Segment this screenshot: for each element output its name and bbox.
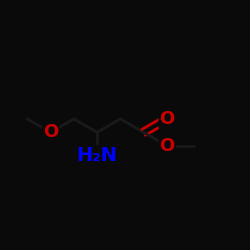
Text: H₂N: H₂N <box>76 146 118 165</box>
Text: O: O <box>159 137 174 155</box>
Text: O: O <box>43 123 58 141</box>
Text: O: O <box>159 110 174 128</box>
